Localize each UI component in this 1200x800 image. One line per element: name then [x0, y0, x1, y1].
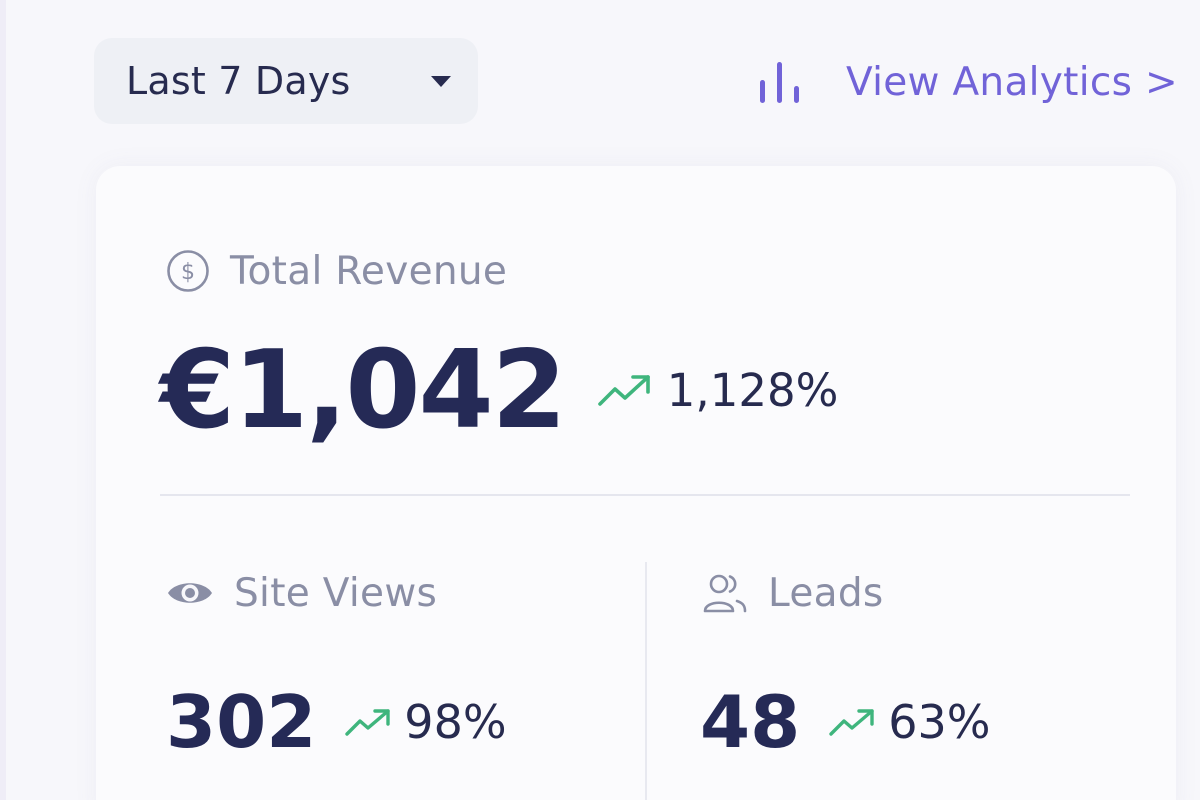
site-views-value-row: 302 98% — [166, 680, 507, 764]
total-revenue-value: €1,042 — [160, 327, 567, 453]
leads-change: 63% — [888, 695, 991, 749]
users-icon — [703, 574, 747, 613]
site-views-change: 98% — [404, 695, 507, 749]
eye-icon — [168, 583, 212, 603]
chevron-down-icon — [431, 76, 451, 87]
date-range-label: Last 7 Days — [126, 59, 351, 103]
leads-value-row: 48 63% — [700, 680, 990, 764]
total-revenue-title: $ Total Revenue — [166, 246, 507, 296]
leads-title: Leads — [702, 568, 884, 618]
stats-card — [96, 166, 1176, 800]
site-views-label: Site Views — [234, 570, 438, 616]
trend-up-icon — [345, 709, 390, 736]
leads-label: Leads — [768, 570, 884, 616]
dollar-circle-icon: $ — [167, 250, 209, 292]
trend-up-icon — [597, 375, 650, 406]
total-revenue-label: Total Revenue — [230, 248, 508, 294]
svg-text:$: $ — [181, 260, 195, 285]
view-analytics-link[interactable]: View Analytics > — [756, 54, 1178, 110]
card-divider — [160, 494, 1130, 496]
leads-value: 48 — [700, 680, 801, 764]
left-edge-strip — [0, 0, 6, 800]
trend-up-icon — [829, 709, 874, 736]
site-views-title: Site Views — [166, 568, 437, 618]
bar-chart-icon — [760, 62, 799, 103]
site-views-value: 302 — [166, 680, 317, 764]
total-revenue-value-row: €1,042 1,128% — [160, 327, 839, 453]
metrics-column-divider — [645, 562, 647, 800]
date-range-select[interactable]: Last 7 Days — [94, 38, 478, 124]
total-revenue-change: 1,128% — [666, 363, 839, 417]
view-analytics-label: View Analytics > — [846, 59, 1178, 105]
